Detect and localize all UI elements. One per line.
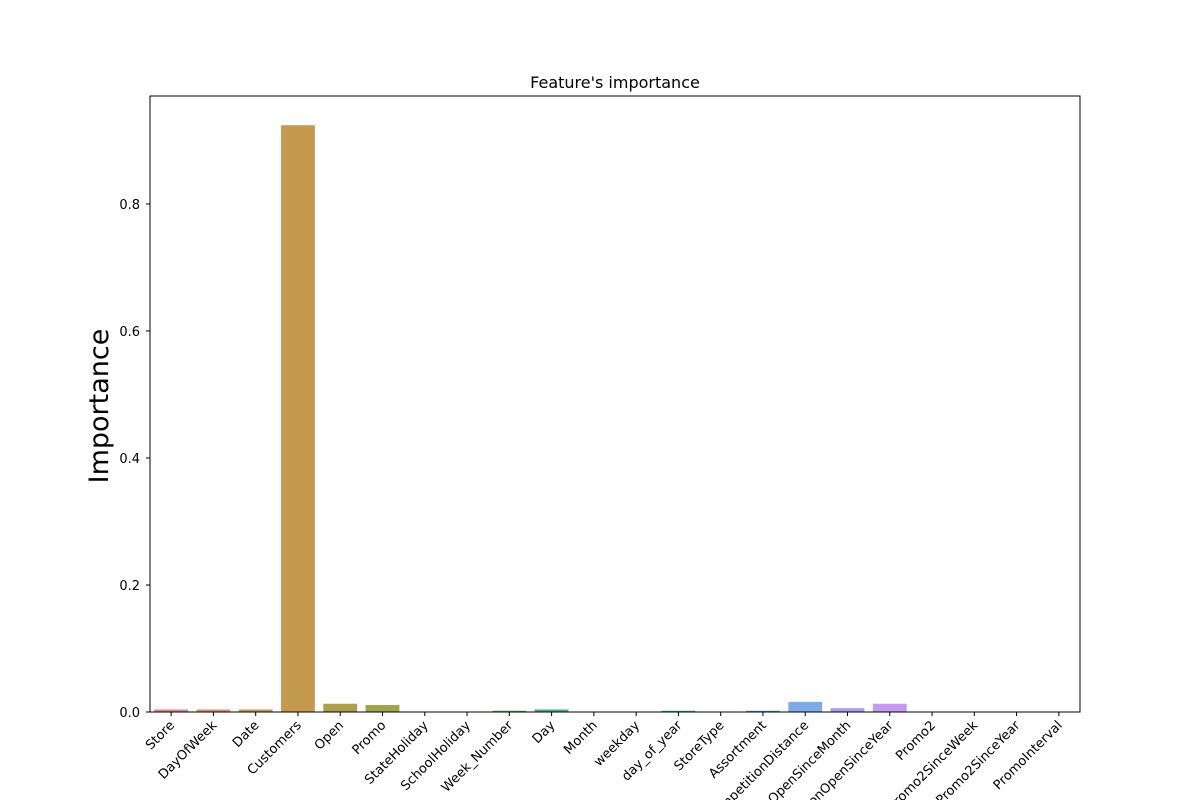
bar [323,703,358,712]
bar [788,701,823,712]
y-tick-label: 0.8 [119,198,140,213]
bar [534,709,569,712]
y-tick-label: 0.0 [119,706,140,721]
bar [196,709,231,712]
bar [872,703,907,712]
y-tick-label: 0.2 [119,579,140,594]
bar [281,125,315,712]
bar [492,710,527,712]
bar [154,709,189,712]
bar [830,708,865,712]
bar [746,710,780,712]
y-tick-label: 0.6 [119,325,140,340]
plot-frame [149,95,1081,713]
y-axis-label: Importance [84,329,115,484]
bar [238,709,273,712]
bar [661,710,696,712]
bar [365,705,400,712]
y-tick-label: 0.4 [119,452,140,467]
chart-title: Feature's importance [530,73,700,92]
